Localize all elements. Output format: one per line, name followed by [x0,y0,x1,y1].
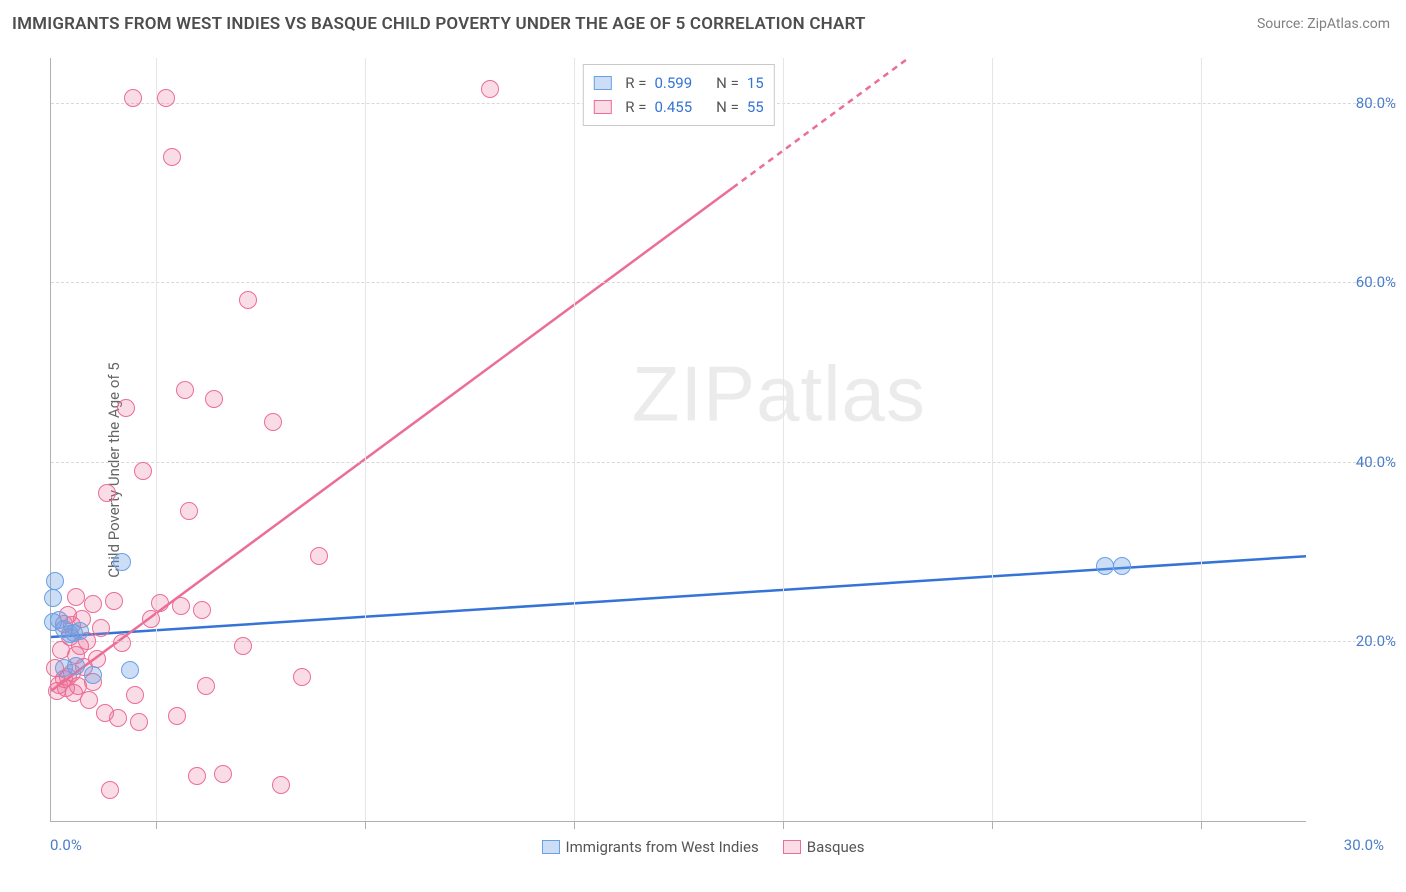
data-point-basques [293,668,311,686]
chart-area: Child Poverty Under the Age of 5 ZIPatla… [0,48,1406,892]
series-legend: Immigrants from West Indies Basques [0,838,1406,856]
data-point-basques [109,709,127,727]
chart-title: IMMIGRANTS FROM WEST INDIES VS BASQUE CH… [12,14,866,34]
r-value-west-indies: 0.599 [654,71,692,95]
data-point-basques [188,767,206,785]
data-point-basques [101,781,119,799]
legend-row-basques: R = 0.455 N = 55 [593,95,763,119]
n-value-west-indies: 15 [747,71,764,95]
data-point-basques [67,588,85,606]
r-prefix: R = [625,95,646,119]
data-point-basques [157,89,175,107]
y-tick-label: 20.0% [1316,632,1396,650]
data-point-basques [105,592,123,610]
legend-row-west-indies: R = 0.599 N = 15 [593,71,763,95]
n-value-basques: 55 [747,95,764,119]
legend-item-basques: Basques [783,838,865,856]
x-tick [156,821,157,829]
data-point-west_indies [113,553,131,571]
data-point-basques [134,462,152,480]
data-point-basques [172,597,190,615]
data-point-basques [176,381,194,399]
r-prefix: R = [625,71,646,95]
data-point-west_indies [71,622,89,640]
plot-area: ZIPatlas R = 0.599 N = 15 R = 0.455 N = … [50,58,1306,822]
data-point-basques [130,713,148,731]
data-point-west_indies [1113,557,1131,575]
x-tick [992,821,993,829]
series-name-west-indies: Immigrants from West Indies [566,838,759,856]
gridline-v [783,58,784,821]
data-point-basques [205,390,223,408]
data-point-basques [310,547,328,565]
data-point-basques [92,619,110,637]
y-tick-label: 80.0% [1316,94,1396,112]
legend-item-west-indies: Immigrants from West Indies [542,838,759,856]
correlation-legend: R = 0.599 N = 15 R = 0.455 N = 55 [582,64,774,126]
data-point-basques [481,80,499,98]
data-point-basques [214,765,232,783]
data-point-basques [197,677,215,695]
data-point-basques [272,776,290,794]
data-point-basques [264,413,282,431]
chart-header: IMMIGRANTS FROM WEST INDIES VS BASQUE CH… [0,0,1406,48]
swatch-basques [593,100,611,114]
source-label: Source: ZipAtlas.com [1257,16,1390,32]
data-point-basques [126,686,144,704]
x-tick [365,821,366,829]
gridline-h [51,282,1396,283]
data-point-basques [168,707,186,725]
data-point-basques [239,291,257,309]
r-value-basques: 0.455 [654,95,692,119]
gridline-v [365,58,366,821]
data-point-basques [151,594,169,612]
trend-lines-layer [51,58,1306,821]
data-point-basques [98,484,116,502]
data-point-basques [117,399,135,417]
n-prefix: N = [716,71,739,95]
data-point-west_indies [44,589,62,607]
data-point-west_indies [46,572,64,590]
data-point-basques [80,691,98,709]
y-tick-label: 40.0% [1316,453,1396,471]
data-point-west_indies [121,661,139,679]
data-point-basques [142,610,160,628]
gridline-h [51,641,1396,642]
gridline-v [574,58,575,821]
n-prefix: N = [716,95,739,119]
gridline-h [51,462,1396,463]
swatch-west-indies [593,76,611,90]
series-name-basques: Basques [807,838,865,856]
data-point-basques [163,148,181,166]
y-tick-label: 60.0% [1316,273,1396,291]
data-point-west_indies [67,657,85,675]
data-point-basques [124,89,142,107]
x-tick [783,821,784,829]
data-point-basques [180,502,198,520]
gridline-v [156,58,157,821]
data-point-basques [193,601,211,619]
gridline-v [1201,58,1202,821]
data-point-basques [84,595,102,613]
data-point-basques [234,637,252,655]
data-point-west_indies [84,666,102,684]
swatch-basques [783,840,801,854]
x-tick [574,821,575,829]
x-tick [1201,821,1202,829]
swatch-west-indies [542,840,560,854]
data-point-west_indies [1096,557,1114,575]
data-point-basques [113,634,131,652]
gridline-v [992,58,993,821]
